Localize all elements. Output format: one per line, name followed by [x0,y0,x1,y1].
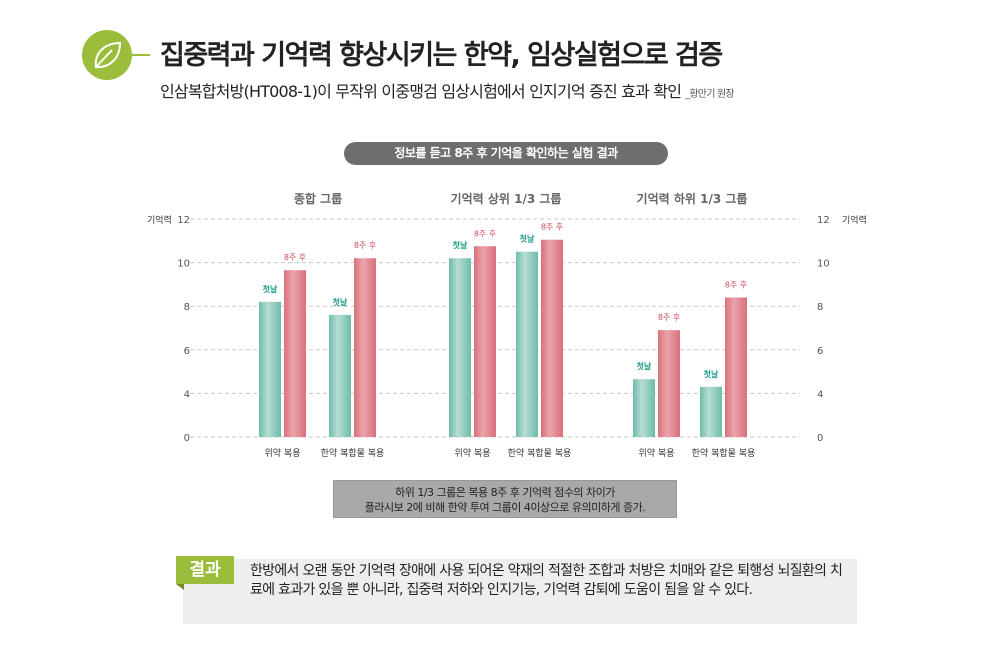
bar-label-first-day: 첫날 [333,297,348,307]
bar-week8 [658,330,680,437]
bar-label-week8: 8주 후 [354,241,376,250]
bar-week8 [725,297,747,437]
y-tick-label-left: 6 [184,346,190,357]
category-label: 위약 복용 [455,447,491,459]
bar-week8 [541,239,563,437]
group-title: 기억력 하위 1/3 그룹 [637,191,748,206]
y-tick-label-left: 10 [177,259,190,270]
leaf-logo-icon [82,30,132,80]
category-label: 한약 복합물 복용 [508,447,572,459]
note-line-2: 플라시보 2에 비해 한약 투여 그룹이 4이상으로 유의미하게 증가. [364,501,646,514]
y-tick-label-right: 6 [817,346,823,357]
y-tick-label-right: 4 [817,389,823,400]
y-tick-label-right: 8 [817,302,823,313]
result-box [183,559,857,624]
result-tag-fold [176,584,184,590]
bar-label-week8: 8주 후 [725,280,747,289]
bar-label-first-day: 첫날 [520,234,535,244]
author: _황만기 원장 [685,89,734,100]
bar-first-day [329,314,351,437]
result-text: 한방에서 오랜 동안 기억력 장애에 사용 되어온 약재의 적절한 조합과 처방… [250,563,843,598]
bar-first-day [259,301,281,437]
bar-first-day [633,379,655,437]
title-connector [130,54,150,56]
bar-first-day [516,251,538,437]
chart-note: 하위 1/3 그룹은 복용 8주 후 기억력 점수의 차이가 플라시보 2에 비… [333,480,677,518]
bar-label-first-day: 첫날 [637,361,652,371]
bar-label-week8: 8주 후 [658,313,680,322]
category-label: 한약 복합물 복용 [692,447,756,459]
bar-label-first-day: 첫날 [704,369,719,379]
bar-first-day [700,386,722,437]
bar-week8 [284,270,306,437]
bar-label-week8: 8주 후 [541,223,563,232]
note-line-1: 하위 1/3 그룹은 복용 8주 후 기억력 점수의 차이가 [395,486,615,499]
result-tag: 결과 [176,556,234,584]
bar-label-week8: 8주 후 [474,229,496,238]
category-label: 위약 복용 [639,447,675,459]
chart-title-pill: 정보를 듣고 8주 후 기억을 확인하는 실험 결과 [344,142,668,165]
page-subtitle: 인삼복합처방(HT008-1)이 무작위 이중맹검 임상시험에서 인지기억 증진… [160,78,735,102]
y-axis-label-left: 기억력 [147,214,172,226]
page-title: 집중력과 기억력 향상시키는 한약, 임상실험으로 검증 [160,40,723,71]
y-tick-label-left: 12 [177,215,190,226]
y-tick-label-right: 10 [817,259,830,270]
y-axis-label-right: 기억력 [842,214,867,226]
bar-label-first-day: 첫날 [263,284,278,294]
bar-week8 [354,258,376,437]
group-title: 기억력 상위 1/3 그룹 [451,191,562,206]
category-label: 한약 복합물 복용 [321,447,385,459]
y-tick-label-right: 0 [817,433,823,444]
group-title: 종합 그룹 [294,191,342,206]
category-label: 위약 복용 [265,447,301,459]
y-tick-label-right: 12 [817,215,830,226]
bar-label-first-day: 첫날 [453,240,468,250]
bar-first-day [449,258,471,437]
y-tick-label-left: 0 [184,433,190,444]
bar-label-week8: 8주 후 [284,253,306,262]
bar-week8 [474,246,496,437]
y-tick-label-left: 8 [184,302,190,313]
subtitle-text: 인삼복합처방(HT008-1)이 무작위 이중맹검 임상시험에서 인지기억 증진… [160,82,682,101]
y-tick-label-left: 4 [184,389,190,400]
